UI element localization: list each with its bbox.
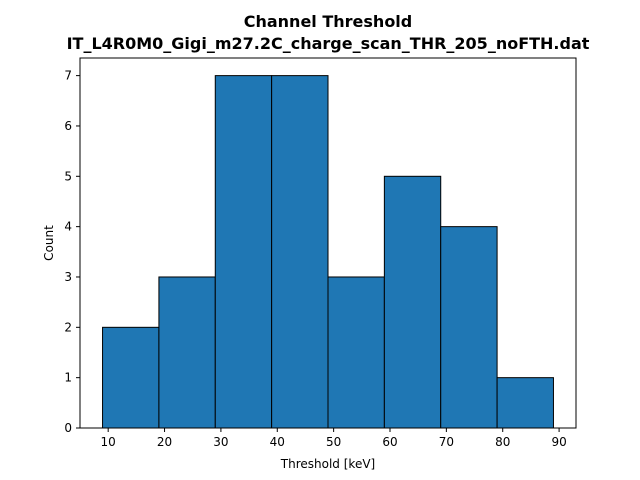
y-axis-ticks: 0 1 2 3 4 5 6 7 [64, 69, 80, 435]
histogram-bar-4 [271, 75, 329, 429]
y-tick-label: 3 [64, 270, 72, 284]
x-tick-label: 10 [101, 435, 116, 449]
y-tick-label: 5 [64, 169, 72, 183]
x-axis-label: Threshold [keV] [280, 457, 375, 471]
x-tick-label: 90 [551, 435, 566, 449]
x-tick-label: 70 [439, 435, 454, 449]
x-tick-label: 40 [270, 435, 285, 449]
y-tick-label: 4 [64, 220, 72, 234]
histogram-bar-5 [327, 276, 385, 429]
histogram-bar-6 [383, 175, 442, 429]
histogram-bar-2 [158, 276, 216, 429]
x-tick-label: 60 [382, 435, 397, 449]
y-tick-label: 6 [64, 119, 72, 133]
y-tick-label: 1 [64, 371, 72, 385]
histogram-bar-1 [102, 326, 160, 429]
chart-title: Channel Threshold [244, 12, 413, 31]
x-tick-label: 80 [495, 435, 510, 449]
y-tick-label: 7 [64, 69, 72, 83]
chart-subtitle: IT_L4R0M0_Gigi_m27.2C_charge_scan_THR_20… [67, 34, 590, 53]
histogram-bar-3 [214, 75, 273, 429]
histogram-bar-7 [440, 226, 498, 429]
y-axis-label: Count [42, 225, 56, 261]
x-axis-ticks: 10 20 30 40 50 60 70 80 90 [101, 428, 567, 449]
x-tick-label: 30 [213, 435, 228, 449]
histogram-bar-8 [496, 377, 554, 429]
x-tick-label: 20 [157, 435, 172, 449]
y-tick-label: 2 [64, 320, 72, 334]
plot-frame [79, 57, 577, 429]
x-tick-label: 50 [326, 435, 341, 449]
y-tick-label: 0 [64, 421, 72, 435]
bars-group [102, 75, 554, 429]
